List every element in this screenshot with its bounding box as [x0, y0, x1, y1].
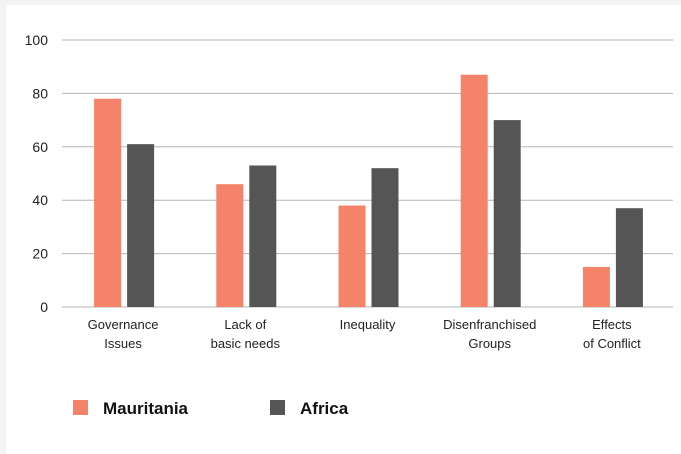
- x-tick-label: Effects: [592, 317, 632, 332]
- y-tick-label: 100: [25, 32, 49, 48]
- x-tick-label: Disenfranchised: [443, 317, 536, 332]
- bar-mauritania-0: [94, 98, 122, 308]
- x-tick-label: Groups: [468, 336, 511, 351]
- y-tick-label: 80: [32, 85, 48, 101]
- bar-africa-2: [371, 168, 399, 307]
- bar-africa-3: [493, 120, 521, 307]
- legend-swatch-africa: [270, 400, 285, 415]
- y-tick-label: 60: [32, 139, 48, 155]
- x-tick-label: basic needs: [211, 336, 281, 351]
- y-tick-label: 40: [32, 192, 48, 208]
- bar-africa-1: [249, 165, 277, 307]
- bar-mauritania-3: [460, 74, 488, 308]
- y-tick-label: 20: [32, 246, 48, 262]
- bar-africa-0: [127, 144, 155, 307]
- bar-mauritania-2: [338, 205, 366, 307]
- x-tick-label: Inequality: [340, 317, 396, 332]
- y-tick-label: 0: [40, 299, 48, 315]
- bar-mauritania-4: [582, 266, 610, 307]
- x-tick-label: of Conflict: [583, 336, 641, 351]
- legend-label-mauritania: Mauritania: [103, 399, 189, 418]
- bar-africa-4: [615, 208, 643, 307]
- x-tick-label: Governance: [88, 317, 159, 332]
- legend-label-africa: Africa: [300, 399, 349, 418]
- x-tick-label: Issues: [104, 336, 142, 351]
- legend-swatch-mauritania: [73, 400, 88, 415]
- bar-mauritania-1: [216, 184, 244, 307]
- x-tick-label: Lack of: [224, 317, 266, 332]
